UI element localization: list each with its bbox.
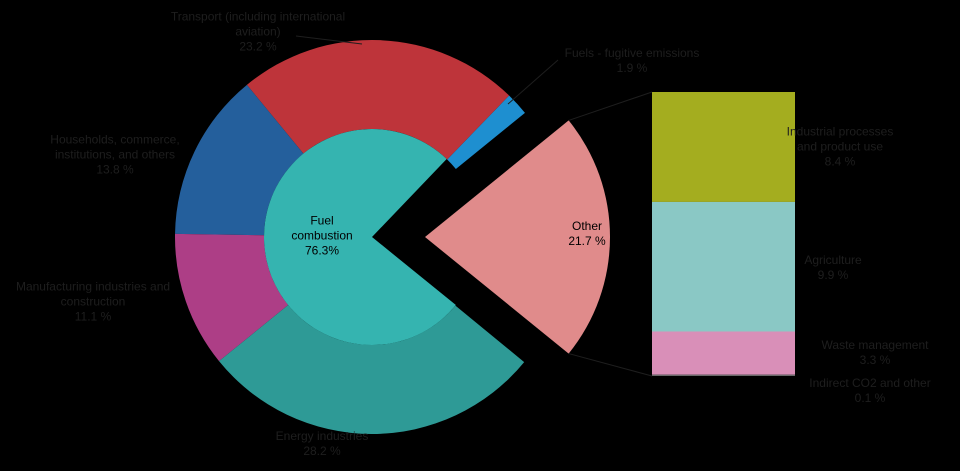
bar-segment [652,374,795,376]
ring-label-text: 1.9 % [616,61,648,75]
other-wedge [425,120,610,354]
bar-label-text: Indirect CO2 and other [809,376,931,390]
other-label-text: Other [571,219,602,233]
bar-segment [652,92,795,202]
bar-label: Indirect CO2 and other 0.1 % [795,376,945,406]
leader [507,59,559,105]
ring-label-text: 11.1 % [74,309,112,324]
other-label: Other 21.7 % [552,219,622,249]
ring-label-text: Transport (including international aviat… [170,9,346,39]
bar-label: Agriculture 9.9 % [783,253,883,283]
ring-label: Transport (including international aviat… [153,10,363,55]
bar-label-text: 3.3 % [859,353,891,367]
center-label-text: 76.3% [304,243,340,258]
bar-label-text: Industrial processes and product use [786,124,894,154]
ring-label-text: Households, commerce, institutions, and … [50,132,180,162]
ring-segment [175,84,304,236]
connector [568,353,653,377]
ring-label-text: 28.2 % [303,444,341,458]
ring-segment [219,305,525,434]
ring-segment [447,95,525,169]
ring-label: Fuels - fugitive emissions 1.9 % [547,46,717,76]
bar-label-text: 8.4 % [824,154,856,169]
center-label-text: Fuel combustion [291,213,353,243]
connector [568,91,653,121]
ring-segment [246,39,510,160]
bar-label-text: Agriculture [804,253,862,267]
ring-segment [175,233,289,362]
bar-label-text: 0.1 % [854,391,886,405]
bar-segment [652,331,795,375]
ring-label: Manufacturing industries and constructio… [0,280,188,325]
bar-label: Waste management 3.3 % [800,338,950,368]
center-label: Fuel combustion 76.3% [282,214,362,259]
ring-label-text: Energy industries [275,429,369,443]
ring-label-text: 13.8 % [96,162,134,177]
ring-label-text: Fuels - fugitive emissions [564,46,700,60]
center-segment [263,129,456,346]
ring-label: Households, commerce, institutions, and … [35,133,195,178]
ring-label-text: 23.2 % [239,39,277,54]
ring-label: Energy industries 28.2 % [242,429,402,459]
other-label-text: 21.7 % [568,234,606,248]
leader [295,35,363,45]
ring-label-text: Manufacturing industries and constructio… [15,279,171,309]
bar-label-text: 9.9 % [817,268,849,282]
bar-label: Industrial processes and product use 8.4 … [775,125,905,170]
bar-label-text: Waste management [821,338,929,352]
bar-segment [652,201,795,332]
